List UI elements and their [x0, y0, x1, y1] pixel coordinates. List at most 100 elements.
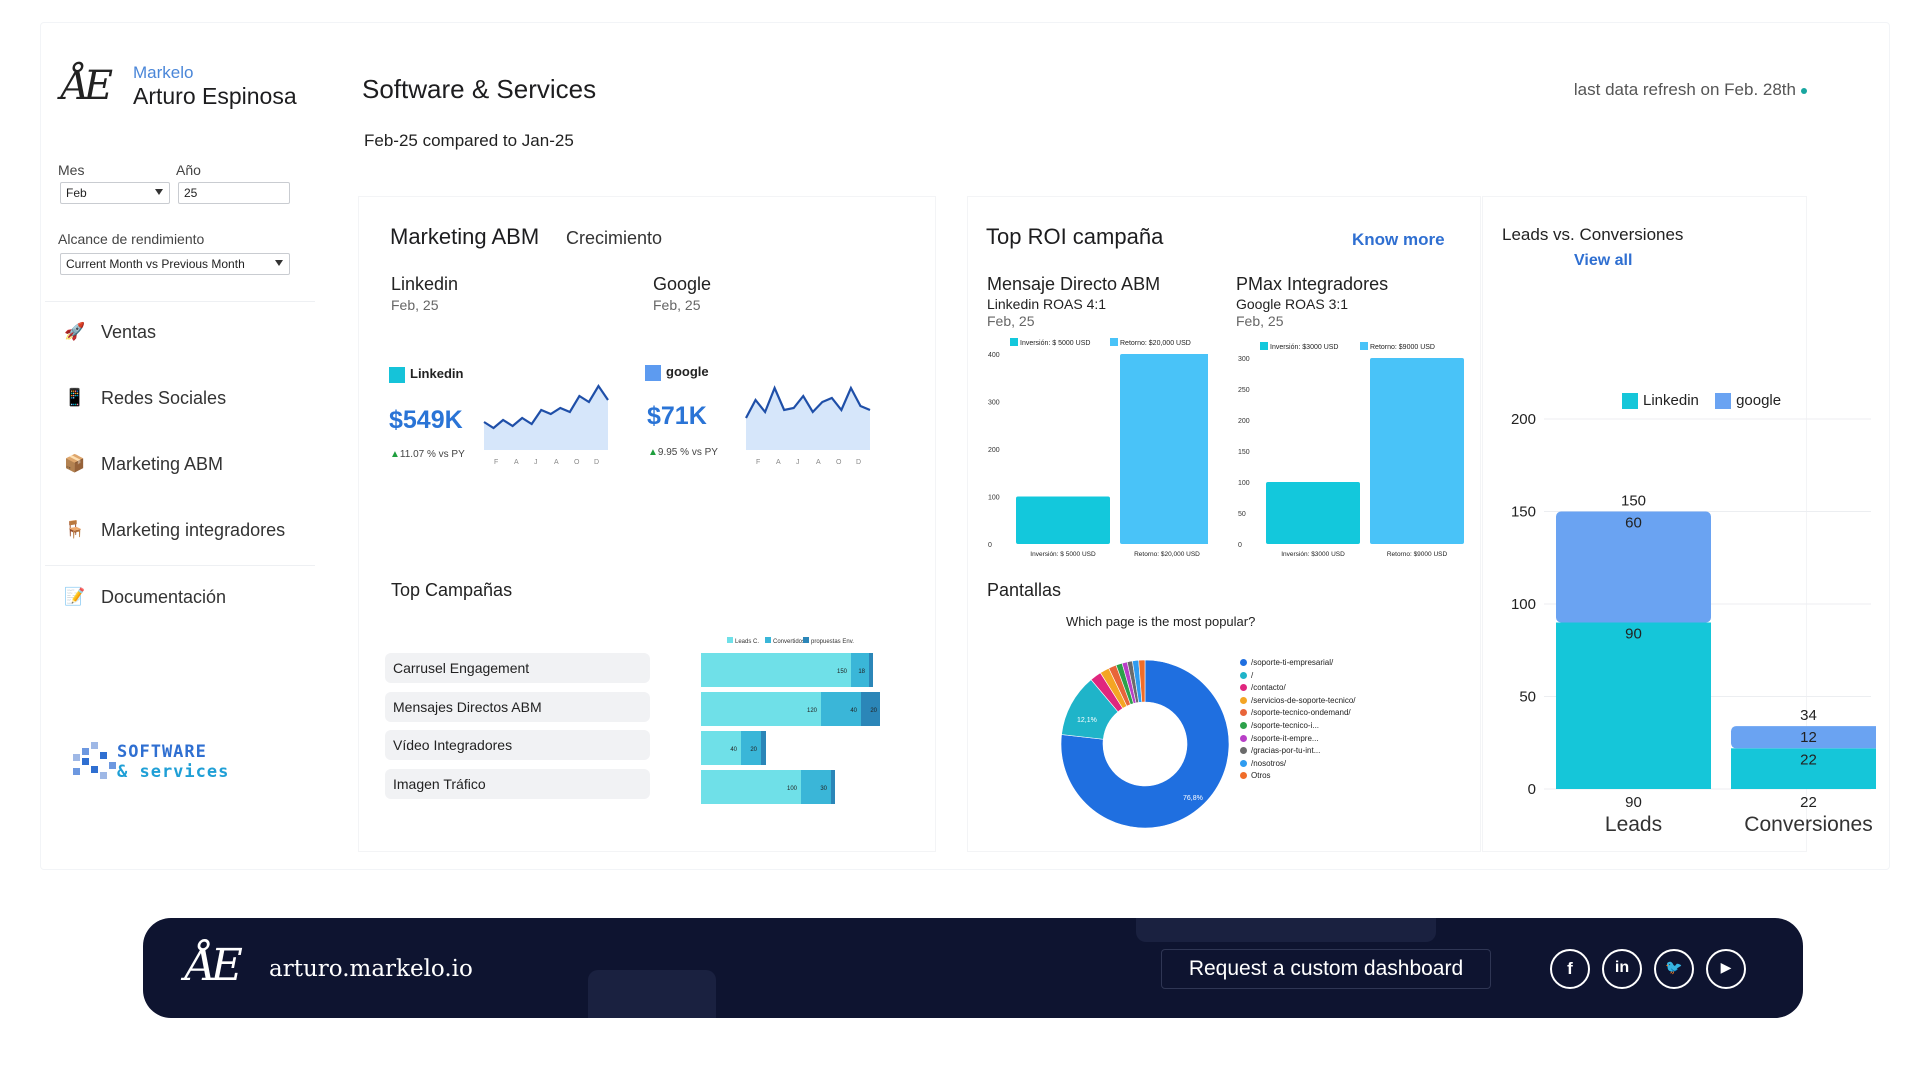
linkedin-date: Feb, 25 — [391, 297, 439, 313]
chair-icon: 🪑 — [64, 520, 86, 539]
campaign-bar-segment — [821, 692, 861, 726]
alcance-select-value: Current Month vs Previous Month — [66, 257, 245, 271]
legend-dot — [1240, 709, 1247, 717]
linkedin-kpi-delta: ▲11.07 % vs PY — [390, 449, 465, 460]
view-all-link[interactable]: View all — [1574, 252, 1633, 269]
legend-item: /nosotros/ — [1240, 759, 1360, 769]
refresh-status: last data refresh on Feb. 28th — [1574, 80, 1807, 100]
legend-label: /contacto/ — [1251, 683, 1286, 693]
refresh-text: last data refresh on Feb. 28th — [1573, 80, 1796, 99]
roi-bar — [1120, 354, 1208, 544]
bar-value-label: 120 — [807, 708, 818, 714]
bar-value-label: 20 — [870, 708, 877, 714]
sparkline-line — [483, 383, 609, 430]
month-tick-label: F — [756, 459, 760, 466]
linkedin-heading: Linkedin — [391, 274, 459, 294]
ano-label: Año — [176, 162, 201, 178]
campaign-item[interactable]: Vídeo Integradores — [385, 730, 650, 760]
nav-item-redes-sociales[interactable]: 📱 Redes Sociales — [45, 373, 315, 423]
category-label: Leads — [1605, 813, 1662, 836]
legend-dot — [1240, 759, 1247, 767]
facebook-icon[interactable]: f — [1550, 949, 1590, 989]
legend-label: Otros — [1251, 771, 1271, 781]
legend-swatch — [1622, 393, 1638, 410]
campaign-item[interactable]: Imagen Tráfico — [385, 769, 650, 799]
month-tick-label: D — [594, 459, 599, 466]
legend-label: Convertidos — [773, 639, 805, 645]
month-tick-label: A — [554, 459, 559, 466]
legend-label: /gracias-por-tu-int... — [1251, 746, 1321, 756]
google-heading: Google — [653, 274, 712, 294]
segment-value-label: 22 — [1800, 751, 1817, 768]
roi-title: Top ROI campaña — [986, 224, 1164, 249]
alcance-select[interactable]: Current Month vs Previous Month — [60, 253, 290, 275]
stacked-bar-segment — [1556, 622, 1711, 789]
nav-item-documentacion[interactable]: 📝 Documentación — [45, 572, 315, 622]
nav-item-marketing-abm[interactable]: 📦 Marketing ABM — [45, 439, 315, 489]
roi-campaign1-sub: Linkedin ROAS 4:1 — [987, 296, 1107, 312]
category-value-label: 90 — [1625, 794, 1642, 811]
month-tick-label: O — [836, 459, 842, 466]
google-kpi-value: $71K — [647, 402, 707, 430]
y-tick-label: 0 — [1528, 781, 1536, 798]
legend-dot — [1240, 696, 1247, 704]
footer-url-link[interactable]: arturo.markelo.io — [269, 956, 473, 982]
legend-dot — [1240, 659, 1247, 666]
pixel-logo-icon — [73, 742, 116, 779]
bar-value-label: 40 — [850, 708, 857, 714]
y-tick-label: 0 — [988, 542, 992, 549]
month-tick-label: F — [494, 459, 498, 466]
y-tick-label: 0 — [1238, 542, 1242, 549]
total-value-label: 34 — [1800, 707, 1817, 724]
nav-item-ventas[interactable]: 🚀 Ventas — [45, 307, 315, 357]
campaign-bar-segment — [801, 770, 831, 804]
know-more-link[interactable]: Know more — [1352, 230, 1445, 249]
roi-campaign1-date: Feb, 25 — [987, 313, 1035, 329]
brand-org[interactable]: Markelo — [133, 63, 194, 82]
month-tick-label: A — [816, 459, 821, 466]
sparkline-area — [484, 386, 608, 450]
legend-label: Inversión: $ 5000 USD — [1020, 340, 1090, 347]
linkedin-icon[interactable]: in — [1602, 949, 1642, 989]
youtube-icon[interactable]: ▶ — [1706, 949, 1746, 989]
legend-swatch — [765, 637, 771, 643]
legend-label: Retorno: $9000 USD — [1370, 344, 1435, 351]
campaign-item[interactable]: Carrusel Engagement — [385, 653, 650, 683]
sparkline-line — [745, 385, 871, 419]
nav-label: Redes Sociales — [101, 387, 227, 408]
nav-item-marketing-integradores[interactable]: 🪑 Marketing integradores — [45, 505, 315, 555]
linkedin-kpi-legend: Linkedin — [389, 366, 463, 383]
y-tick-label: 400 — [988, 352, 1000, 359]
sidebar: ÅE Markelo Arturo Espinosa Mes Año Feb 2… — [45, 45, 315, 860]
month-tick-label: A — [514, 459, 519, 466]
leads-legend: Linkedin google — [1622, 392, 1781, 410]
legend-label: /soporte-tecnico-i... — [1251, 720, 1320, 730]
legend-item: Otros — [1240, 771, 1360, 781]
logo-line2: & services — [117, 762, 230, 782]
box-icon: 📦 — [64, 454, 86, 473]
month-tick-label: J — [796, 459, 800, 466]
ano-input[interactable]: 25 — [178, 182, 290, 204]
leads-title: Leads vs. Conversiones — [1502, 225, 1684, 244]
brand-logo: ÅE — [61, 63, 113, 109]
legend-swatch — [1715, 393, 1732, 410]
category-label: Conversiones — [1744, 813, 1872, 836]
x-tick-label: Retorno: $20,000 USD — [1134, 551, 1200, 558]
x-tick-label: Inversión: $ 5000 USD — [1030, 551, 1096, 558]
nav-label: Documentación — [101, 586, 227, 607]
brand: ÅE Markelo Arturo Espinosa — [61, 63, 297, 109]
software-services-logo: SOFTWARE & services — [71, 740, 271, 790]
legend-dot — [1240, 734, 1247, 742]
legend-label: /nosotros/ — [1251, 758, 1287, 768]
roi-campaign2-chart: Inversión: $3000 USD Retorno: $9000 USD 0 5… — [1238, 342, 1464, 558]
abm-tag: Crecimiento — [566, 228, 663, 248]
logo-line1: SOFTWARE — [117, 742, 207, 762]
nav-divider — [45, 565, 315, 566]
request-dashboard-button[interactable]: Request a custom dashboard — [1161, 949, 1491, 989]
campaign-item[interactable]: Mensajes Directos ABM — [385, 692, 650, 722]
legend-item: /contacto/ — [1240, 683, 1360, 693]
y-tick-label: 50 — [1238, 511, 1246, 518]
twitter-icon[interactable]: 🐦 — [1654, 949, 1694, 989]
google-kpi-legend: google — [645, 364, 709, 381]
mes-select[interactable]: Feb — [60, 182, 170, 204]
